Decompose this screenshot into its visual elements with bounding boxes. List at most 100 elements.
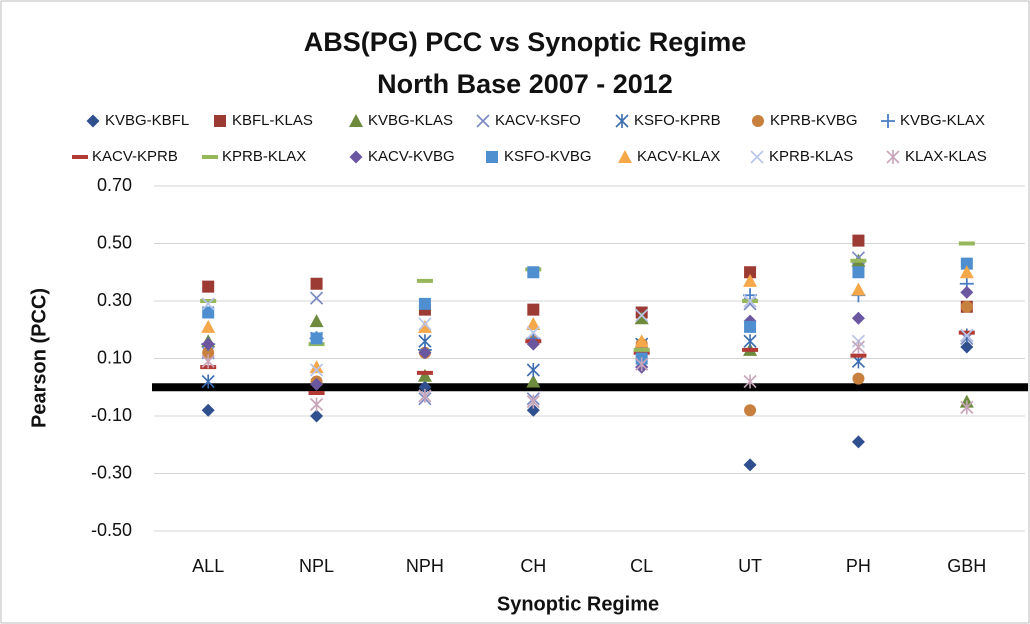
marker-x (201, 297, 215, 311)
marker-x (635, 308, 649, 322)
y-axis-label: Pearson (PCC) (28, 288, 50, 428)
legend-marker (886, 150, 900, 164)
legend-label: KVBG-KBFL (105, 112, 189, 129)
x-tick-label: GBH (947, 556, 986, 576)
marker-square (202, 280, 215, 293)
x-tick-label: NPL (299, 556, 334, 576)
marker-triangle (201, 319, 216, 333)
marker-diamond (418, 380, 432, 394)
marker-x (309, 291, 324, 305)
marker-square (852, 234, 865, 247)
marker-dash (633, 347, 650, 352)
marker-circle (202, 346, 215, 359)
marker-diamond (851, 311, 865, 325)
legend-marker (349, 150, 363, 164)
marker-diamond (201, 403, 215, 417)
marker-asterisk (309, 397, 324, 412)
marker-circle (960, 300, 973, 313)
marker-dash (200, 299, 217, 303)
marker-asterisk (743, 374, 757, 389)
marker-diamond (310, 409, 324, 423)
legend-marker (72, 155, 88, 159)
marker-dash (850, 353, 867, 358)
x-axis-label: Synoptic Regime (497, 593, 659, 615)
marker-asterisk (526, 394, 540, 409)
marker-triangle (851, 282, 866, 296)
marker-asterisk (201, 354, 215, 369)
marker-square (202, 306, 215, 319)
marker-diamond (310, 377, 324, 391)
legend-marker (476, 114, 490, 128)
legend-label: KPRB-KLAS (769, 148, 853, 165)
marker-asterisk (635, 357, 649, 372)
legend-label: KACV-KVBG (368, 148, 455, 165)
legend-label: KPRB-KVBG (770, 112, 858, 129)
y-tick-label: 0.50 (97, 232, 132, 252)
marker-dash (742, 347, 759, 352)
marker-diamond (526, 403, 540, 417)
x-tick-label: ALL (192, 556, 224, 576)
marker-dash (416, 370, 433, 375)
marker-triangle (526, 317, 541, 330)
legend-label: KPRB-KLAX (222, 148, 306, 165)
legend-marker (202, 155, 218, 159)
marker-triangle (743, 273, 758, 287)
marker-x (418, 317, 432, 331)
marker-square (960, 257, 973, 270)
marker-triangle (417, 319, 432, 333)
marker-square (744, 320, 757, 333)
marker-circle (852, 372, 865, 385)
legend-marker (486, 151, 498, 163)
x-tick-label: CH (520, 556, 546, 576)
legend-marker (618, 150, 632, 163)
marker-asterisk (418, 388, 432, 403)
legend-label: KSFO-KVBG (504, 148, 592, 165)
legend-label: KVBG-KLAX (900, 112, 985, 129)
legend-label: KVBG-KLAS (368, 112, 453, 129)
marker-asterisk (526, 363, 540, 377)
marker-diamond (526, 337, 540, 351)
marker-square (418, 297, 431, 310)
marker-x (309, 363, 324, 377)
marker-dash (416, 278, 433, 283)
marker-square (744, 266, 757, 279)
marker-diamond (201, 337, 215, 351)
legend-marker (86, 114, 100, 128)
marker-x (743, 294, 757, 308)
legend-label: KACV-KLAX (637, 148, 720, 165)
chart-title: ABS(PG) PCC vs Synoptic Regime (304, 27, 747, 57)
marker-square (527, 303, 540, 316)
marker-diamond (960, 340, 974, 354)
marker-asterisk (743, 334, 757, 349)
marker-circle (744, 404, 757, 417)
marker-triangle (959, 265, 974, 279)
y-tick-label: 0.10 (97, 347, 132, 367)
marker-square (852, 266, 865, 279)
y-tick-label: -0.30 (91, 462, 132, 482)
x-tick-label: CL (630, 556, 653, 576)
legend-label: KLAX-KLAS (905, 148, 987, 165)
legend-marker (881, 114, 895, 128)
marker-asterisk (960, 400, 974, 415)
marker-diamond (960, 285, 974, 299)
legend-label: KACV-KPRB (92, 148, 178, 165)
marker-triangle (634, 311, 649, 325)
x-tick-label: UT (738, 556, 762, 576)
legend-label: KBFL-KLAS (232, 112, 313, 129)
y-tick-label: 0.70 (97, 175, 132, 195)
marker-triangle (634, 334, 649, 348)
marker-asterisk (201, 374, 215, 389)
legend-marker (752, 115, 764, 127)
marker-dash (958, 241, 975, 246)
marker-diamond (418, 346, 432, 360)
legend-marker (750, 150, 764, 164)
marker-square (527, 266, 540, 279)
marker-triangle (309, 360, 324, 374)
x-tick-label: PH (846, 556, 871, 576)
marker-diamond (851, 435, 865, 449)
chart-subtitle: North Base 2007 - 2012 (377, 69, 673, 99)
marker-x (960, 328, 974, 343)
marker-diamond (743, 458, 757, 472)
